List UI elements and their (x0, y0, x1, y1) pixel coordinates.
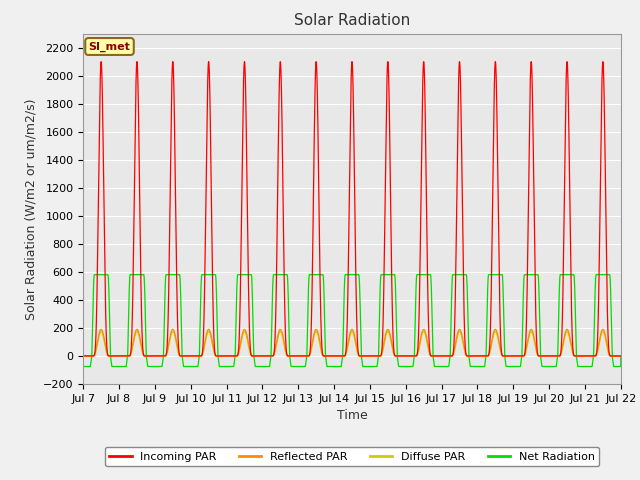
Reflected PAR (195, 353, 202, 359)
Reflected PAR (79, 353, 87, 359)
Reflected PAR (97, 326, 105, 332)
Text: SI_met: SI_met (88, 41, 131, 52)
Net Radiation (617, 353, 625, 359)
Net Radiation (502, 364, 510, 370)
Reflected PAR (189, 353, 196, 359)
Incoming PAR (189, 353, 196, 359)
Net Radiation (426, 272, 434, 277)
Diffuse PAR (189, 353, 196, 359)
Reflected PAR (502, 353, 510, 359)
Diffuse PAR (502, 353, 510, 359)
Reflected PAR (281, 341, 289, 347)
Incoming PAR (97, 59, 105, 64)
Net Radiation (189, 364, 196, 370)
Diffuse PAR (195, 353, 202, 359)
Title: Solar Radiation: Solar Radiation (294, 13, 410, 28)
Diffuse PAR (79, 353, 87, 359)
Net Radiation (79, 364, 87, 370)
Diffuse PAR (281, 344, 289, 350)
Legend: Incoming PAR, Reflected PAR, Diffuse PAR, Net Radiation: Incoming PAR, Reflected PAR, Diffuse PAR… (105, 447, 599, 466)
Diffuse PAR (97, 329, 105, 335)
Diffuse PAR (615, 353, 623, 359)
Incoming PAR (615, 353, 623, 359)
Line: Diffuse PAR: Diffuse PAR (83, 332, 621, 356)
X-axis label: Time: Time (337, 409, 367, 422)
Incoming PAR (281, 293, 289, 299)
Incoming PAR (195, 353, 202, 359)
Diffuse PAR (617, 353, 625, 359)
Incoming PAR (502, 353, 510, 359)
Incoming PAR (79, 353, 87, 359)
Y-axis label: Solar Radiation (W/m2 or um/m2/s): Solar Radiation (W/m2 or um/m2/s) (24, 98, 37, 320)
Diffuse PAR (426, 352, 434, 358)
Line: Net Radiation: Net Radiation (83, 275, 621, 367)
Net Radiation (615, 364, 623, 370)
Net Radiation (90, 272, 98, 277)
Line: Reflected PAR: Reflected PAR (83, 329, 621, 356)
Reflected PAR (617, 353, 625, 359)
Net Radiation (281, 272, 289, 277)
Incoming PAR (426, 351, 434, 357)
Reflected PAR (615, 353, 623, 359)
Reflected PAR (426, 351, 434, 357)
Incoming PAR (617, 353, 625, 359)
Net Radiation (195, 361, 202, 367)
Line: Incoming PAR: Incoming PAR (83, 61, 621, 356)
